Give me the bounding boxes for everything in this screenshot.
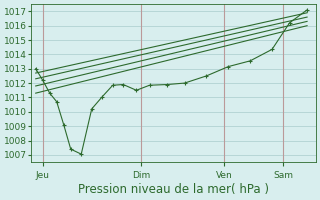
- X-axis label: Pression niveau de la mer( hPa ): Pression niveau de la mer( hPa ): [78, 183, 269, 196]
